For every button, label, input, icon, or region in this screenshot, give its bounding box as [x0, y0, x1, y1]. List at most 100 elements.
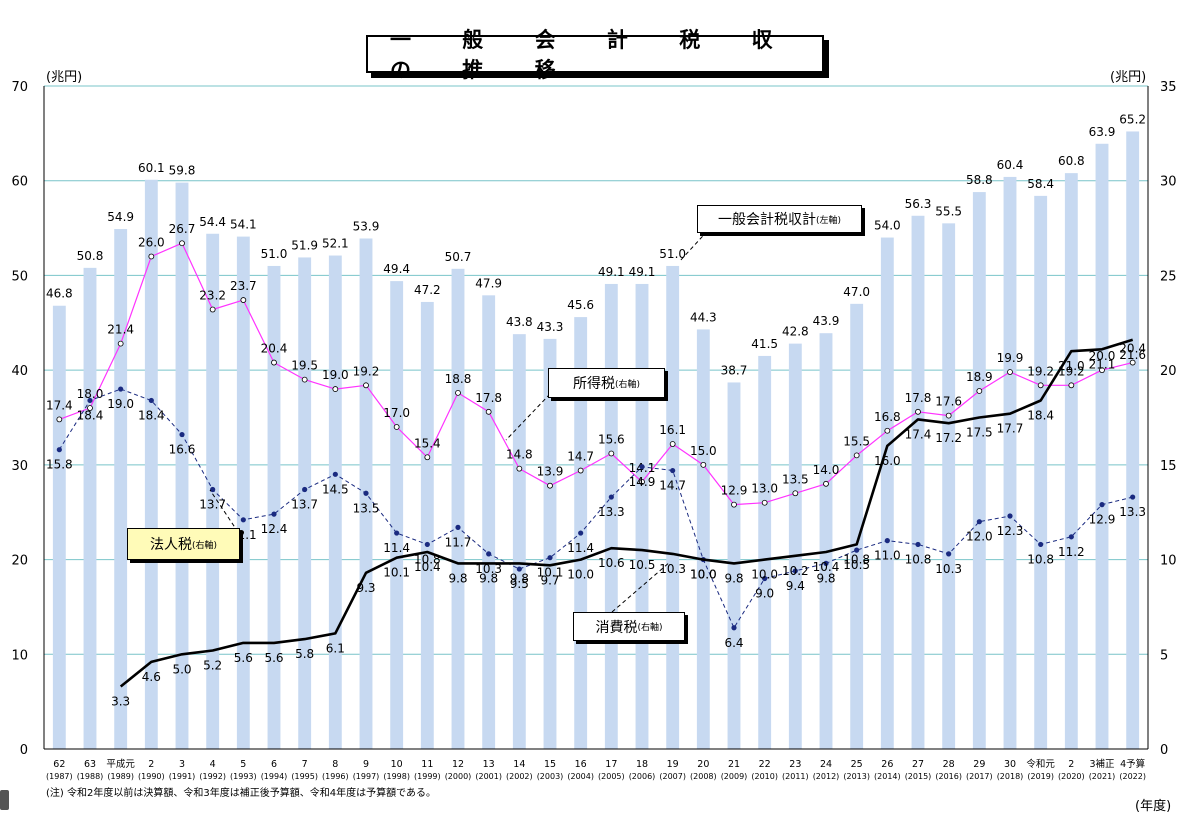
label-corporate-tax: 19.0 — [107, 397, 134, 411]
bar-data-label: 42.8 — [782, 325, 809, 339]
x-tick-year: (2014) — [874, 772, 901, 781]
bar-data-label: 65.2 — [1119, 112, 1146, 126]
label-consumption-tax: 6.1 — [326, 641, 345, 655]
label-corporate-tax: 18.4 — [77, 408, 104, 422]
right-tick-label: 15 — [1160, 459, 1177, 474]
label-income-tax: 19.5 — [291, 359, 318, 373]
point-income-tax — [853, 452, 860, 459]
x-tick-label: 2 — [148, 759, 154, 770]
label-income-tax: 19.9 — [997, 351, 1024, 365]
point-corporate-tax — [578, 530, 584, 536]
point-corporate-tax — [1038, 541, 1044, 548]
point-corporate-tax — [240, 517, 246, 523]
point-corporate-tax — [148, 397, 154, 404]
x-tick-year: (2008) — [690, 772, 717, 781]
point-corporate-tax — [639, 464, 645, 470]
label-income-tax: 13.5 — [782, 472, 809, 486]
x-tick-label: 4 — [210, 759, 216, 770]
callout-corporate-tax-label: 法人税 — [149, 537, 192, 553]
bar-data-label: 49.4 — [383, 262, 410, 276]
x-tick-label: 11 — [421, 759, 433, 770]
line-corporate-tax — [58, 388, 1133, 629]
bar-total-revenue — [819, 333, 833, 749]
point-corporate-tax — [915, 541, 921, 548]
point-corporate-tax — [1007, 513, 1013, 519]
label-consumption-tax: 10.0 — [751, 568, 778, 582]
label-corporate-tax: 10.1 — [537, 566, 564, 580]
point-corporate-tax — [118, 386, 124, 392]
callout-income-tax-axis: (右軸) — [614, 379, 641, 390]
label-consumption-tax: 17.7 — [997, 422, 1024, 436]
x-tick-year: (1995) — [291, 772, 318, 781]
bar-data-label: 47.2 — [414, 283, 441, 297]
x-tick-label: 令和元 — [1026, 758, 1055, 770]
callout-income-tax-label: 所得税 — [572, 376, 615, 392]
point-income-tax — [1068, 382, 1075, 389]
label-consumption-tax: 17.2 — [935, 431, 962, 445]
bar-total-revenue — [482, 295, 496, 749]
point-income-tax — [1007, 369, 1013, 375]
x-tick-year: (2004) — [567, 772, 594, 781]
bar-data-label: 43.3 — [537, 320, 564, 334]
label-corporate-tax: 12.4 — [261, 522, 288, 536]
label-income-tax: 16.8 — [874, 410, 901, 424]
point-income-tax — [1037, 382, 1044, 389]
x-tick-year: (2016) — [935, 772, 962, 781]
label-income-tax: 18.9 — [966, 370, 993, 384]
point-income-tax — [301, 376, 308, 383]
bar-total-revenue — [144, 179, 158, 749]
label-consumption-tax: 10.1 — [383, 566, 410, 580]
point-corporate-tax — [271, 511, 277, 517]
x-tick-year: (1998) — [383, 772, 410, 781]
point-income-tax — [639, 479, 645, 485]
point-income-tax — [1099, 367, 1105, 374]
bar-data-label: 49.1 — [629, 265, 656, 279]
point-corporate-tax — [823, 560, 829, 566]
label-consumption-tax: 5.0 — [172, 662, 191, 676]
label-income-tax: 26.7 — [169, 222, 196, 236]
bar-total-revenue — [267, 265, 281, 749]
bar-total-revenue — [52, 305, 66, 749]
label-consumption-tax: 18.4 — [1027, 408, 1054, 422]
bar-total-revenue — [236, 236, 250, 750]
bar-data-label: 50.7 — [445, 250, 472, 264]
label-income-tax: 13.0 — [751, 482, 778, 496]
x-tick-year: (2021) — [1089, 772, 1116, 781]
label-income-tax: 19.0 — [322, 368, 349, 382]
point-corporate-tax — [210, 486, 216, 493]
label-consumption-tax: 21.1 — [1089, 357, 1116, 371]
point-corporate-tax — [56, 447, 62, 453]
x-tick-label: 17 — [605, 759, 617, 770]
label-consumption-tax: 10.4 — [414, 560, 441, 574]
bar-total-revenue — [972, 192, 986, 749]
label-income-tax: 17.8 — [475, 391, 502, 405]
x-tick-label: 16 — [575, 759, 587, 770]
x-tick-year: (1989) — [107, 772, 134, 781]
label-corporate-tax: 10.8 — [1027, 552, 1054, 566]
scroll-handle[interactable] — [0, 790, 9, 810]
x-tick-year: (1991) — [169, 772, 196, 781]
label-income-tax: 13.9 — [537, 465, 564, 479]
label-income-tax: 23.2 — [199, 289, 226, 303]
x-tick-year: (2020) — [1058, 772, 1085, 781]
label-consumption-tax: 21.6 — [1119, 348, 1146, 362]
label-corporate-tax: 12.0 — [966, 530, 993, 544]
bar-data-label: 54.9 — [107, 210, 134, 224]
x-tick-year: (1992) — [199, 772, 226, 781]
label-income-tax: 19.2 — [1058, 364, 1085, 378]
point-corporate-tax — [792, 568, 798, 574]
bar-data-label: 51.0 — [261, 247, 288, 261]
x-tick-year: (2001) — [475, 772, 502, 781]
label-income-tax: 19.2 — [353, 364, 380, 378]
point-corporate-tax — [854, 547, 860, 553]
bar-data-label: 58.8 — [966, 173, 993, 187]
point-corporate-tax — [670, 467, 676, 474]
label-corporate-tax: 10.3 — [475, 562, 502, 576]
label-consumption-tax: 17.5 — [966, 426, 993, 440]
bar-data-label: 55.5 — [935, 204, 962, 218]
right-axis-unit: (兆円) — [1110, 70, 1147, 85]
label-corporate-tax: 11.4 — [383, 541, 410, 555]
label-consumption-tax: 9.3 — [356, 581, 375, 595]
label-income-tax: 15.4 — [414, 436, 441, 450]
label-income-tax: 17.4 — [46, 398, 73, 412]
